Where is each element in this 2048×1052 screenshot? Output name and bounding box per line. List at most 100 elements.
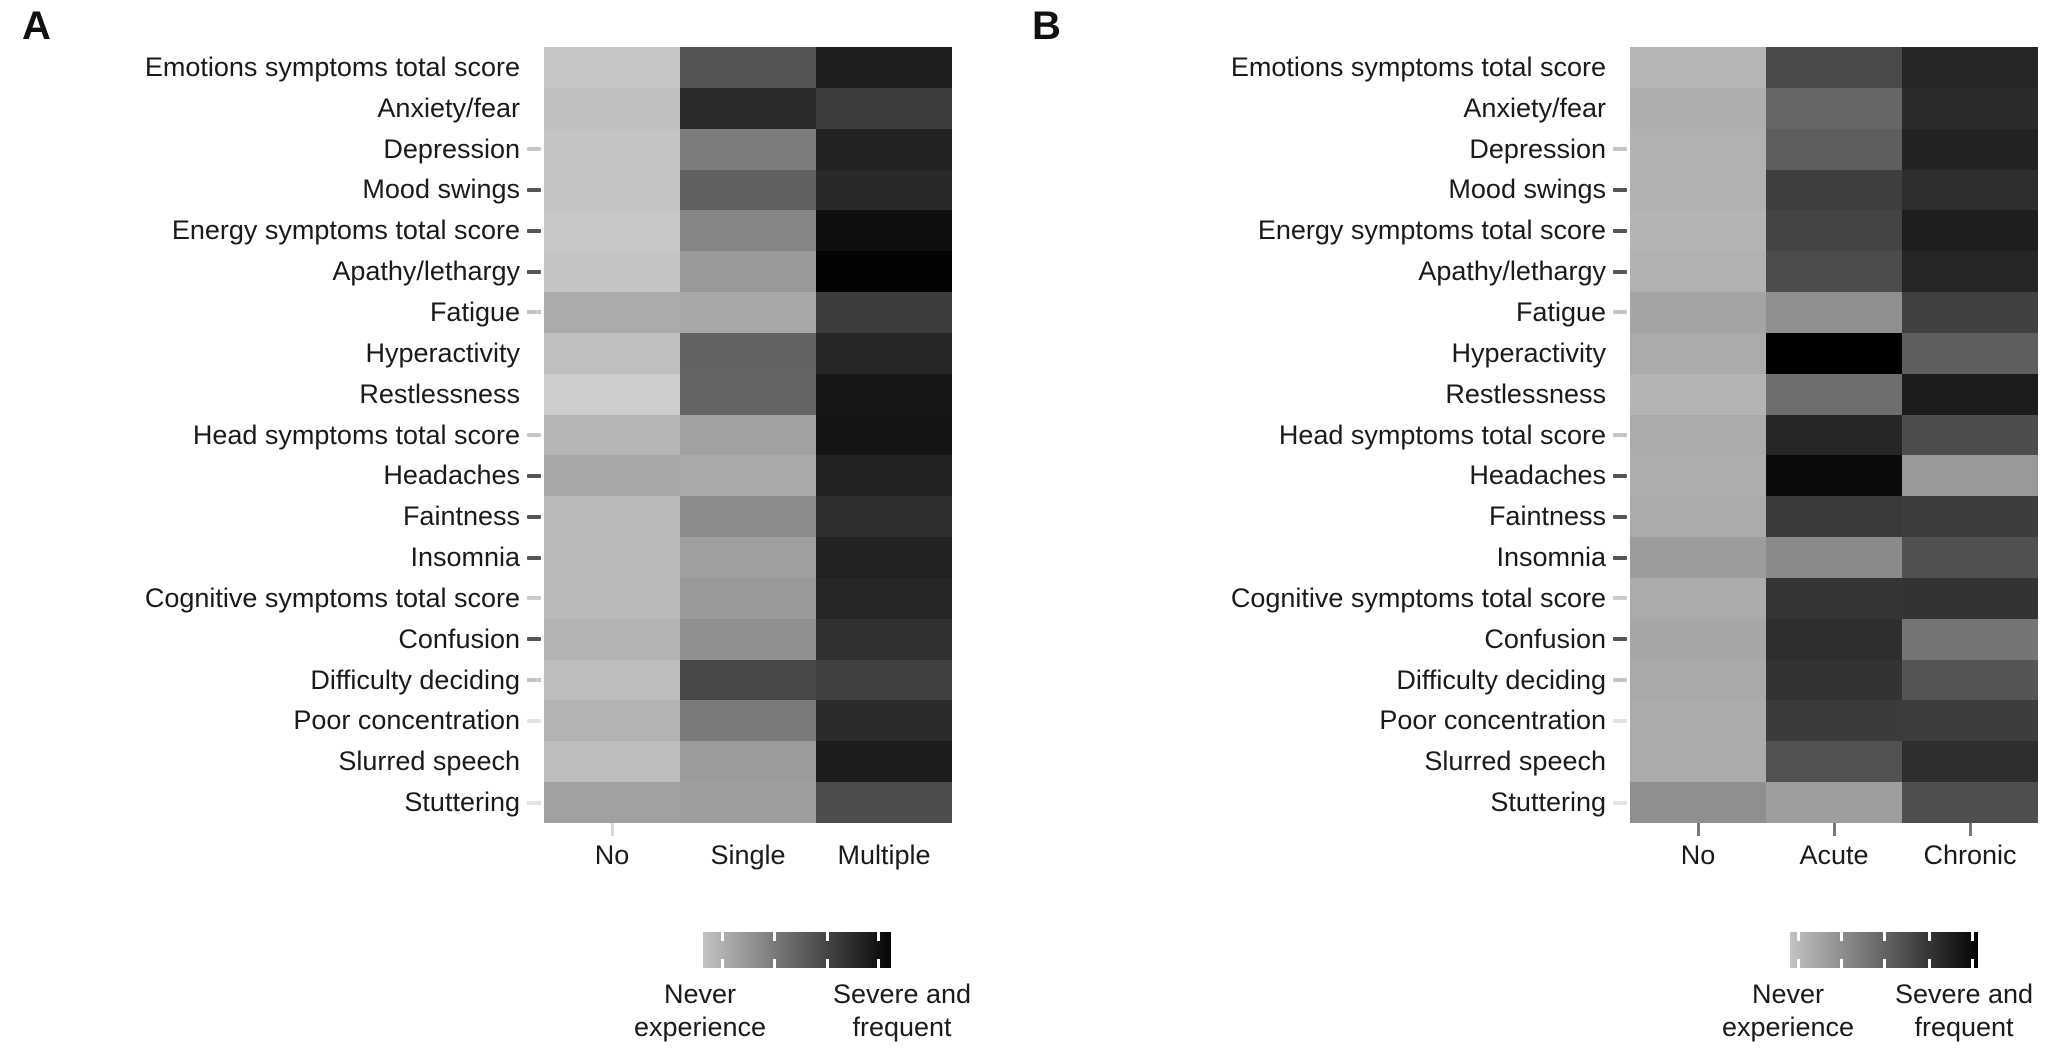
heatmap-cell-chronic-row2 — [1902, 87, 2038, 129]
y-axis-tick — [527, 514, 541, 519]
heatmap-cell-multiple-row4 — [816, 169, 952, 211]
heatmap-cell-multiple-row6 — [816, 251, 952, 293]
row-label: Energy symptoms total score — [1257, 215, 1606, 246]
heatmap-cell-acute-row7 — [1766, 292, 1902, 333]
heatmap-cell-chronic-row1 — [1902, 47, 2038, 88]
panel-a-x-axis-ticks — [544, 823, 952, 837]
legend-min-line1: Never — [663, 979, 737, 1009]
row-label: Stuttering — [1490, 787, 1606, 818]
row-label: Fatigue — [1515, 296, 1606, 327]
row-label: Restlessness — [1445, 378, 1606, 409]
y-axis-tick — [1613, 555, 1627, 560]
legend-tick — [773, 959, 777, 968]
row-label: Depression — [1469, 133, 1606, 164]
row-label-line: Faintness — [1086, 496, 1627, 537]
legend-min-line1: Never — [1751, 979, 1825, 1009]
heatmap-cell-no-row11 — [1630, 455, 1766, 497]
heatmap-cell-chronic-row12 — [1902, 496, 2038, 538]
heatmap-cell-multiple-row1 — [816, 47, 952, 88]
heatmap-cell-acute-row4 — [1766, 169, 1902, 211]
heatmap-cell-multiple-row14 — [816, 577, 952, 619]
heatmap-cell-chronic-row19 — [1902, 782, 2038, 823]
row-label: Confusion — [1484, 623, 1606, 654]
heatmap-cell-acute-row15 — [1766, 618, 1902, 660]
heatmap-cell-acute-row10 — [1766, 414, 1902, 456]
y-axis-tick — [1613, 596, 1627, 601]
y-axis-tick — [1613, 514, 1627, 519]
y-axis-tick — [1613, 106, 1627, 110]
heatmap-cell-chronic-row7 — [1902, 292, 2038, 333]
row-label: Mood swings — [1448, 174, 1606, 205]
heatmap-cell-no-row6 — [544, 251, 680, 293]
legend-tick — [1796, 932, 1800, 941]
heatmap-cell-no-row14 — [1630, 577, 1766, 619]
legend-tick — [1883, 932, 1886, 941]
row-label: Restlessness — [359, 378, 520, 409]
x-axis-tick — [883, 823, 886, 836]
row-label: Slurred speech — [1424, 746, 1606, 777]
y-axis-tick — [527, 473, 541, 478]
heatmap-cell-single-row16 — [680, 659, 816, 701]
row-label: Hyperactivity — [1451, 337, 1606, 368]
legend-min-line2: experience — [1721, 1012, 1855, 1042]
row-label-line: Cognitive symptoms total score — [0, 578, 541, 619]
heatmap-cell-no-row1 — [544, 47, 680, 88]
heatmap-cell-no-row2 — [544, 87, 680, 129]
heatmap-cell-chronic-row14 — [1902, 577, 2038, 619]
row-label: Confusion — [398, 623, 520, 654]
y-axis-tick — [527, 392, 541, 396]
heatmap-cell-no-row17 — [544, 700, 680, 742]
heatmap-cell-single-row15 — [680, 618, 816, 660]
y-axis-tick — [1613, 310, 1627, 315]
row-label: Emotions symptoms total score — [1230, 51, 1606, 82]
heatmap-cell-acute-row19 — [1766, 782, 1902, 823]
row-label-line: Restlessness — [0, 374, 541, 415]
x-axis-tick — [1968, 823, 1972, 836]
y-axis-tick — [527, 228, 541, 233]
y-axis-tick — [527, 106, 541, 110]
row-label: Apathy/lethargy — [332, 256, 520, 287]
heatmap-cell-no-row18 — [544, 741, 680, 783]
heatmap-cell-single-row17 — [680, 700, 816, 742]
row-label: Head symptoms total score — [1278, 419, 1606, 450]
heatmap-cell-multiple-row12 — [816, 496, 952, 538]
row-label-line: Confusion — [1086, 619, 1627, 660]
legend-tick — [1839, 959, 1843, 968]
panel-a-legend-colorbar — [703, 932, 891, 968]
row-label-line: Mood swings — [0, 170, 541, 211]
heatmap-cell-no-row2 — [1630, 87, 1766, 129]
y-axis-tick — [1613, 228, 1627, 233]
y-axis-tick — [1613, 147, 1627, 152]
heatmap-cell-chronic-row11 — [1902, 455, 2038, 497]
x-axis-label: Multiple — [837, 840, 931, 870]
row-label: Fatigue — [429, 296, 520, 327]
heatmap-cell-acute-row6 — [1766, 251, 1902, 293]
x-tick-slot — [816, 823, 952, 837]
heatmap-cell-no-row9 — [544, 373, 680, 415]
row-label: Poor concentration — [293, 705, 520, 736]
heatmap-cell-single-row8 — [680, 332, 816, 374]
heatmap-cell-multiple-row11 — [816, 455, 952, 497]
y-axis-tick — [527, 351, 541, 355]
heatmap-cell-chronic-row5 — [1902, 210, 2038, 252]
row-label-line: Head symptoms total score — [0, 415, 541, 456]
x-axis-tick — [747, 823, 750, 836]
row-label: Faintness — [1488, 501, 1606, 532]
row-label-line: Difficulty deciding — [0, 660, 541, 701]
row-label: Cognitive symptoms total score — [1230, 582, 1606, 613]
heatmap-cell-acute-row8 — [1766, 332, 1902, 374]
legend-tick — [1971, 932, 1975, 941]
heatmap-cell-single-row4 — [680, 169, 816, 211]
heatmap-cell-single-row12 — [680, 496, 816, 538]
row-label: Slurred speech — [338, 746, 520, 777]
x-axis-label: Single — [710, 840, 786, 870]
row-label-line: Headaches — [1086, 455, 1627, 496]
row-label: Anxiety/fear — [377, 92, 520, 123]
heatmap-cell-no-row1 — [1630, 47, 1766, 88]
heatmap-cell-acute-row16 — [1766, 659, 1902, 701]
legend-tick — [876, 959, 880, 968]
row-label-line: Head symptoms total score — [1086, 415, 1627, 456]
row-label-line: Stuttering — [0, 782, 541, 823]
row-label: Head symptoms total score — [192, 419, 520, 450]
